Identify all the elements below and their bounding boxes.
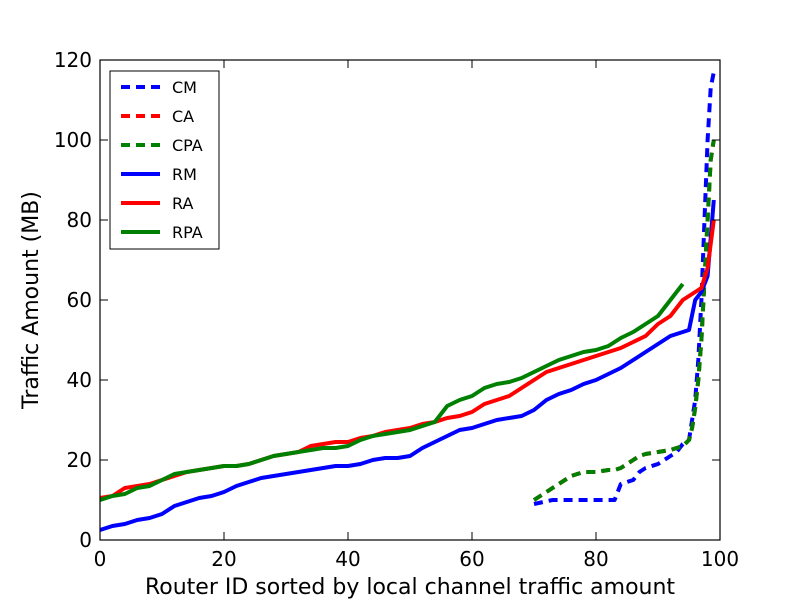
y-tick-label: 0: [79, 528, 92, 552]
legend-label-cpa: CPA: [172, 136, 203, 155]
x-tick-label: 40: [335, 547, 360, 571]
legend-label-ca: CA: [172, 107, 194, 126]
x-tick-label: 100: [701, 547, 739, 571]
axis-ticks: [99, 59, 721, 541]
plot-lines: [99, 71, 716, 532]
series-line-rpa: [99, 282, 685, 502]
series-line-cm: [533, 71, 716, 506]
legend-label-ra: RA: [172, 194, 193, 213]
x-tick-label: 60: [459, 547, 484, 571]
y-tick-label: 60: [67, 288, 92, 312]
y-axis-label: Traffic Amount (MB): [19, 191, 44, 410]
legend-label-rpa: RPA: [172, 223, 203, 242]
tick-labels: 0 20 40 60 80 100 0 20 40 60 80 100 120: [54, 48, 739, 571]
y-tick-label: 100: [54, 128, 92, 152]
y-tick-label: 80: [67, 208, 92, 232]
series-line-cpa: [532, 139, 716, 502]
y-tick-label: 20: [67, 448, 92, 472]
series-line-rm: [99, 199, 716, 532]
y-tick-label: 120: [54, 48, 92, 72]
x-axis-label: Router ID sorted by local channel traffi…: [145, 575, 675, 600]
y-tick-label: 40: [67, 368, 92, 392]
x-tick-label: 20: [211, 547, 236, 571]
x-tick-label: 80: [583, 547, 608, 571]
legend-label-cm: CM: [172, 78, 197, 97]
x-tick-label: 0: [94, 547, 107, 571]
legend-label-rm: RM: [172, 165, 197, 184]
legend: CM CA CPA RM RA RPA: [109, 70, 220, 250]
legend-box: [109, 70, 220, 250]
